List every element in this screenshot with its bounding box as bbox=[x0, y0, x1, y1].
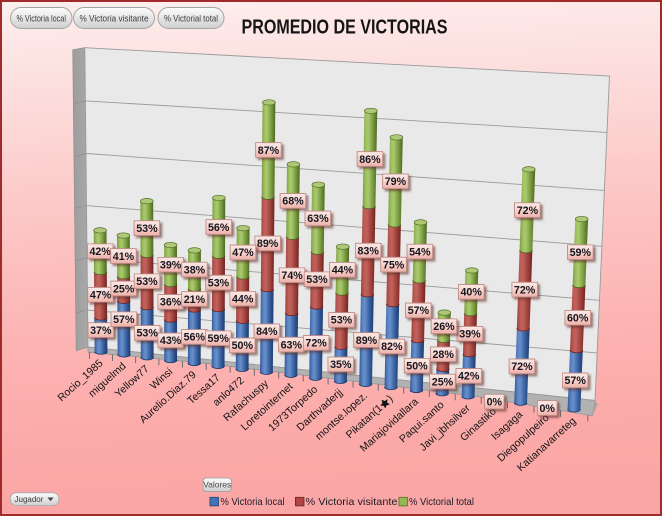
svg-text:% Victoria local: % Victoria local bbox=[221, 496, 285, 508]
svg-text:47%: 47% bbox=[90, 290, 112, 302]
svg-text:% Victoria visitante: % Victoria visitante bbox=[306, 496, 398, 508]
svg-text:42%: 42% bbox=[458, 371, 480, 383]
svg-text:0%: 0% bbox=[487, 396, 503, 408]
svg-text:50%: 50% bbox=[406, 361, 428, 373]
svg-text:57%: 57% bbox=[564, 375, 586, 387]
svg-text:42%: 42% bbox=[89, 246, 111, 258]
svg-text:68%: 68% bbox=[282, 196, 304, 208]
svg-text:38%: 38% bbox=[184, 264, 206, 276]
svg-text:50%: 50% bbox=[232, 340, 254, 352]
svg-text:57%: 57% bbox=[113, 314, 135, 326]
svg-text:63%: 63% bbox=[281, 339, 303, 351]
svg-text:72%: 72% bbox=[511, 361, 533, 373]
svg-text:56%: 56% bbox=[208, 222, 230, 234]
svg-text:74%: 74% bbox=[281, 270, 303, 282]
svg-text:53%: 53% bbox=[331, 315, 353, 327]
svg-text:25%: 25% bbox=[432, 376, 454, 388]
svg-text:89%: 89% bbox=[257, 238, 279, 250]
svg-text:72%: 72% bbox=[305, 338, 327, 350]
svg-text:26%: 26% bbox=[433, 321, 455, 333]
svg-text:37%: 37% bbox=[90, 325, 112, 337]
svg-text:35%: 35% bbox=[330, 359, 352, 371]
svg-text:53%: 53% bbox=[136, 276, 158, 288]
svg-text:59%: 59% bbox=[570, 247, 592, 259]
svg-text:PROMEDIO DE VICTORIAS: PROMEDIO DE VICTORIAS bbox=[242, 16, 448, 39]
svg-text:53%: 53% bbox=[306, 274, 328, 286]
svg-text:53%: 53% bbox=[208, 277, 230, 289]
svg-text:28%: 28% bbox=[432, 349, 454, 361]
svg-text:Jugador: Jugador bbox=[15, 495, 44, 504]
svg-text:39%: 39% bbox=[160, 260, 182, 272]
svg-text:57%: 57% bbox=[408, 305, 430, 317]
svg-text:89%: 89% bbox=[356, 335, 378, 347]
svg-text:43%: 43% bbox=[160, 335, 182, 347]
svg-text:59%: 59% bbox=[207, 333, 229, 345]
svg-text:75%: 75% bbox=[383, 259, 405, 271]
svg-text:54%: 54% bbox=[409, 246, 431, 258]
svg-text:53%: 53% bbox=[136, 223, 158, 235]
svg-text:25%: 25% bbox=[113, 283, 135, 295]
svg-text:39%: 39% bbox=[459, 329, 481, 341]
svg-text:): ) bbox=[385, 393, 396, 404]
svg-text:72%: 72% bbox=[517, 205, 539, 217]
svg-text:% Victorial total: % Victorial total bbox=[409, 496, 474, 508]
svg-text:44%: 44% bbox=[232, 294, 254, 306]
svg-text:63%: 63% bbox=[307, 213, 329, 225]
svg-text:56%: 56% bbox=[184, 332, 206, 344]
svg-text:60%: 60% bbox=[567, 313, 589, 325]
svg-text:% Victoria local: % Victoria local bbox=[16, 14, 66, 24]
svg-text:84%: 84% bbox=[256, 326, 278, 338]
svg-text:72%: 72% bbox=[514, 284, 536, 296]
svg-text:86%: 86% bbox=[359, 154, 381, 166]
svg-text:40%: 40% bbox=[460, 287, 482, 299]
svg-text:36%: 36% bbox=[160, 297, 182, 309]
svg-text:0%: 0% bbox=[539, 403, 555, 415]
svg-text:79%: 79% bbox=[385, 176, 407, 188]
svg-text:47%: 47% bbox=[232, 247, 254, 259]
svg-text:Valores: Valores bbox=[203, 480, 231, 490]
svg-text:% Victoria visitante: % Victoria visitante bbox=[80, 14, 149, 24]
svg-text:% Victorial total: % Victorial total bbox=[164, 14, 218, 24]
svg-text:83%: 83% bbox=[357, 245, 379, 257]
svg-text:41%: 41% bbox=[113, 251, 135, 263]
svg-text:53%: 53% bbox=[136, 328, 158, 340]
svg-text:21%: 21% bbox=[184, 294, 206, 306]
svg-text:44%: 44% bbox=[332, 265, 354, 277]
svg-text:82%: 82% bbox=[381, 341, 403, 353]
svg-text:87%: 87% bbox=[258, 145, 280, 157]
